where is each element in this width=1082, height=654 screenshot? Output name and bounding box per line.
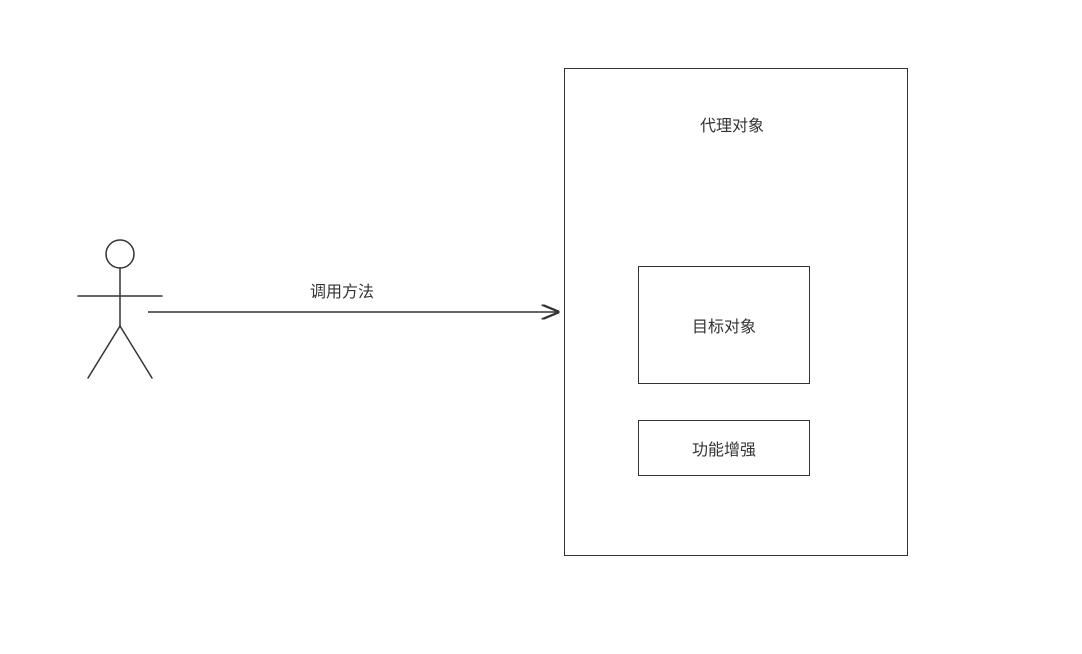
enhance-box-label: 功能增强 <box>692 436 756 460</box>
actor-icon <box>60 230 180 410</box>
diagram-canvas: 调用方法 代理对象 目标对象 功能增强 <box>0 0 1082 654</box>
target-box-label: 目标对象 <box>692 313 756 337</box>
target-box: 目标对象 <box>638 266 810 384</box>
arrow-label: 调用方法 <box>310 278 374 302</box>
proxy-box-label: 代理对象 <box>700 112 764 136</box>
enhance-box: 功能增强 <box>638 420 810 476</box>
